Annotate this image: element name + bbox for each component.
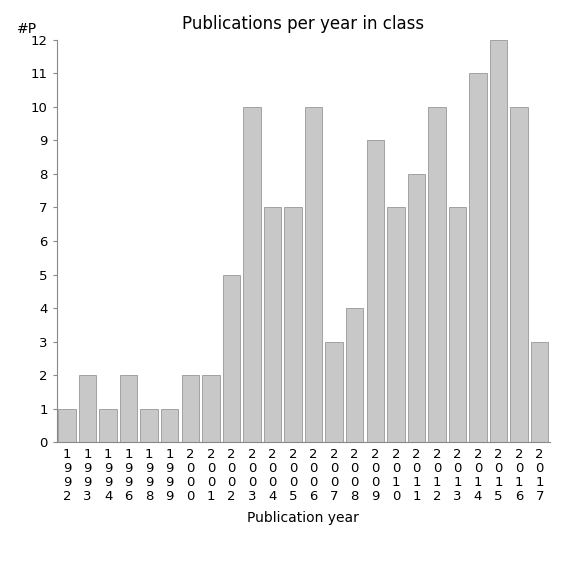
Bar	[490, 40, 507, 442]
Bar	[79, 375, 96, 442]
Bar	[469, 73, 487, 442]
Bar	[58, 409, 76, 442]
Bar	[408, 174, 425, 442]
Bar	[141, 409, 158, 442]
Bar	[325, 341, 343, 442]
Bar	[305, 107, 323, 442]
Bar	[366, 141, 384, 442]
Bar	[448, 208, 466, 442]
Bar	[510, 107, 528, 442]
Bar	[120, 375, 137, 442]
Bar	[181, 375, 199, 442]
Text: #P: #P	[17, 22, 37, 36]
Bar	[99, 409, 117, 442]
Bar	[243, 107, 261, 442]
Bar	[161, 409, 179, 442]
Bar	[346, 308, 363, 442]
Bar	[202, 375, 219, 442]
Bar	[428, 107, 446, 442]
Bar	[531, 341, 548, 442]
X-axis label: Publication year: Publication year	[247, 511, 359, 525]
Bar	[223, 274, 240, 442]
Bar	[264, 208, 281, 442]
Bar	[284, 208, 302, 442]
Bar	[387, 208, 405, 442]
Title: Publications per year in class: Publications per year in class	[182, 15, 425, 32]
